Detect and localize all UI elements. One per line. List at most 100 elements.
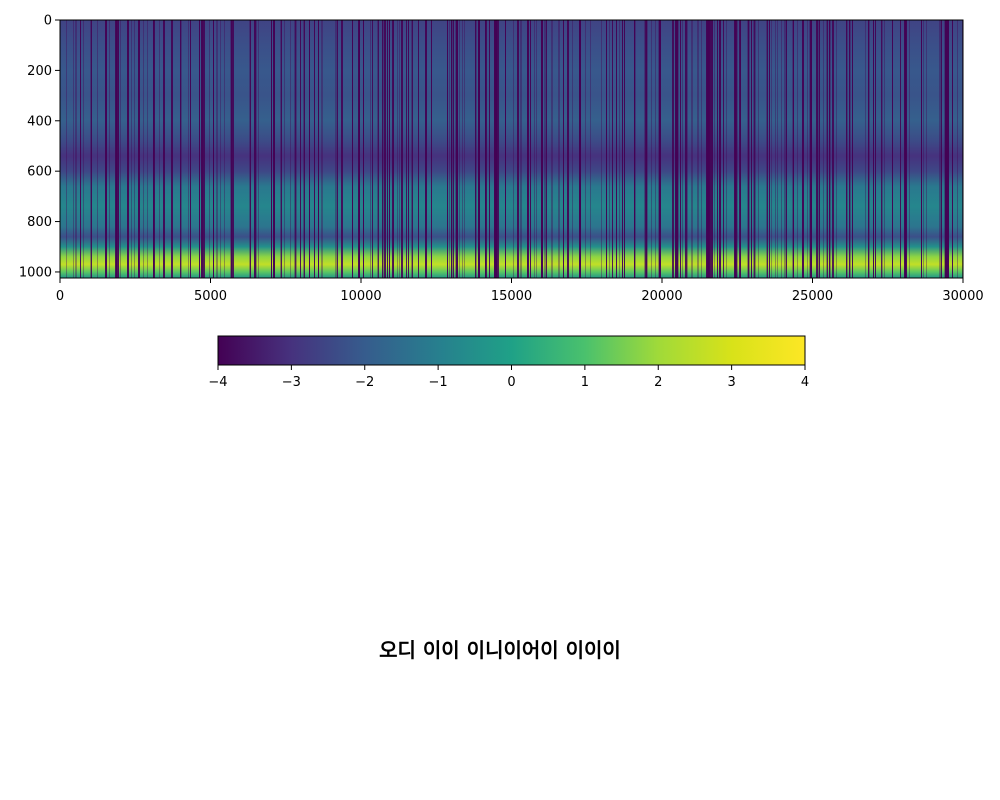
- dropout-stripe: [811, 20, 812, 278]
- dropout-stripe: [585, 20, 586, 278]
- colorbar-tick-label: 2: [654, 375, 662, 390]
- dropout-stripe: [541, 20, 543, 278]
- dropout-stripe: [118, 20, 119, 278]
- dropout-stripe: [850, 20, 851, 278]
- dropout-stripe: [755, 20, 756, 278]
- dropout-stripe: [213, 20, 214, 278]
- dropout-stripe: [76, 20, 77, 278]
- dropout-stripe: [203, 20, 204, 278]
- dropout-stripe: [188, 20, 189, 278]
- dropout-stripe: [378, 20, 379, 278]
- dropout-stripe: [352, 20, 353, 278]
- dropout-stripe: [281, 20, 282, 278]
- dropout-stripe: [647, 20, 648, 278]
- dropout-stripe: [635, 20, 636, 278]
- colorbar-axis: −4 −3 −2 −1 0 1 2 3 4: [208, 365, 809, 390]
- dropout-stripe: [83, 20, 84, 278]
- dropout-stripe: [75, 20, 76, 278]
- dropout-stripe: [300, 20, 301, 278]
- dropout-stripe: [697, 20, 698, 278]
- x-tick-label: 5000: [194, 289, 227, 304]
- dropout-stripe: [682, 20, 683, 278]
- dropout-stripe: [563, 20, 564, 278]
- dropout-stripe: [619, 20, 620, 278]
- colorbar-tick-label: −1: [429, 375, 448, 390]
- dropout-stripe: [457, 20, 458, 278]
- dropout-stripe: [712, 20, 713, 278]
- dropout-stripe: [180, 20, 181, 278]
- dropout-stripe: [829, 20, 830, 278]
- dropout-stripe: [116, 20, 117, 278]
- dropout-stripe: [127, 20, 129, 278]
- dropout-stripe: [545, 20, 546, 278]
- dropout-stripe: [190, 20, 191, 278]
- dropout-stripe: [411, 20, 412, 278]
- dropout-stripe: [609, 20, 610, 278]
- dropout-stripe: [153, 20, 154, 278]
- y-tick-label: 200: [27, 64, 52, 79]
- dropout-stripe: [749, 20, 750, 278]
- dropout-stripe: [452, 20, 453, 278]
- dropout-stripe: [616, 20, 617, 278]
- dropout-stripe: [552, 20, 553, 278]
- dropout-stripe: [905, 20, 907, 278]
- dropout-stripe: [921, 20, 922, 278]
- dropout-stripe: [534, 20, 535, 278]
- dropout-stripe: [717, 20, 718, 278]
- dropout-stripe: [558, 20, 559, 278]
- dropout-stripe: [318, 20, 319, 278]
- dropout-stripe: [736, 20, 737, 278]
- dropout-stripe: [105, 20, 106, 278]
- dropout-stripe: [462, 20, 463, 278]
- dropout-stripe: [451, 20, 452, 278]
- dropout-stripe: [691, 20, 692, 278]
- dropout-stripe: [847, 20, 848, 278]
- dropout-stripe: [785, 20, 786, 278]
- dropout-stripe: [117, 20, 119, 278]
- dropout-stripe: [651, 20, 652, 278]
- dropout-stripe: [406, 20, 407, 278]
- dropout-stripe: [882, 20, 883, 278]
- dropout-stripe: [393, 20, 394, 278]
- dropout-stripe: [952, 20, 953, 278]
- dropout-stripe: [947, 20, 949, 278]
- y-tick-label: 1000: [19, 265, 52, 280]
- dropout-stripe: [735, 20, 736, 278]
- dropout-stripe: [767, 20, 768, 278]
- dropout-stripe: [453, 20, 454, 278]
- colorbar-tick-label: −2: [355, 375, 374, 390]
- dropout-stripe: [766, 20, 767, 278]
- dropout-stripe: [216, 20, 217, 278]
- dropout-stripe: [296, 20, 297, 278]
- dropout-stripe: [892, 20, 893, 278]
- dropout-stripe: [819, 20, 820, 278]
- dropout-stripe: [294, 20, 295, 278]
- dropout-stripe: [336, 20, 337, 278]
- dropout-stripe: [601, 20, 602, 278]
- dropout-stripe: [143, 20, 144, 278]
- dropout-stripe: [559, 20, 560, 278]
- dropout-stripe: [321, 20, 322, 278]
- dropout-stripe: [425, 20, 427, 278]
- dropout-stripe: [528, 20, 529, 278]
- dropout-stripe: [945, 20, 947, 278]
- dropout-stripe: [476, 20, 477, 278]
- dropout-stripe: [580, 20, 581, 278]
- dropout-stripe: [90, 20, 91, 278]
- dropout-stripe: [818, 20, 819, 278]
- x-tick-label: 25000: [792, 289, 833, 304]
- dropout-stripe: [868, 20, 869, 278]
- x-tick-label: 30000: [942, 289, 983, 304]
- dropout-stripe: [645, 20, 646, 278]
- dropout-stripe: [258, 20, 259, 278]
- dropout-stripe: [447, 20, 448, 278]
- dropout-stripe: [658, 20, 659, 278]
- dropout-stripe: [455, 20, 456, 278]
- dropout-stripe: [777, 20, 778, 278]
- dropout-stripe: [520, 20, 521, 278]
- dropout-stripe: [230, 20, 231, 278]
- dropout-stripe: [769, 20, 770, 278]
- dropout-stripe: [383, 20, 384, 278]
- dropout-stripe: [551, 20, 552, 278]
